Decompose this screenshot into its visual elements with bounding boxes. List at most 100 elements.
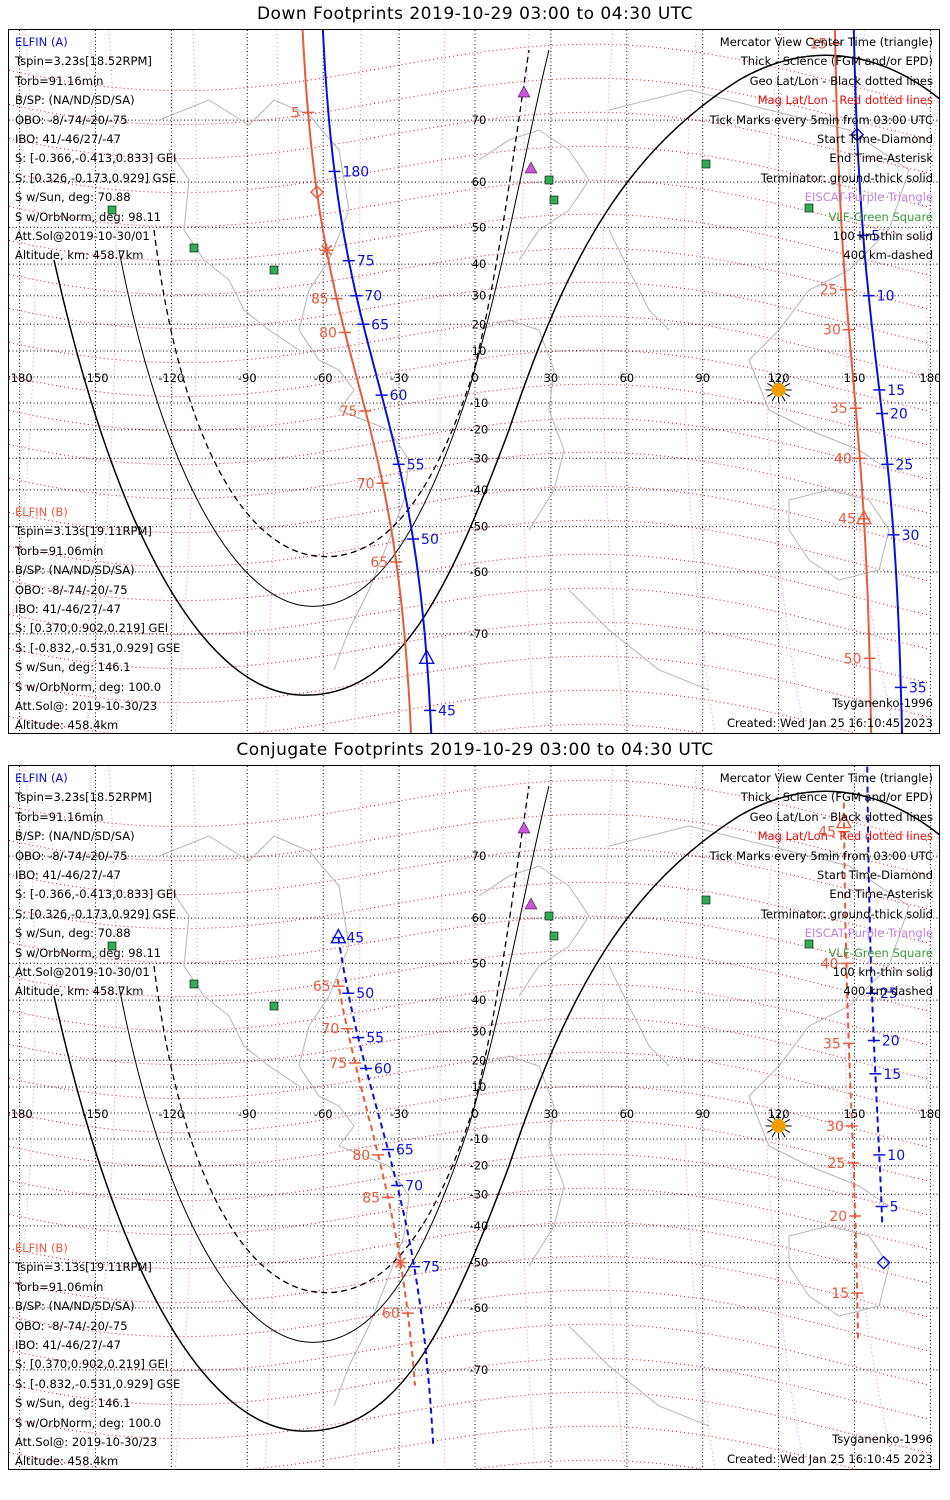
- legend-terminator: Terminator: ground-thick solid: [760, 170, 933, 185]
- elfin-a-west-label: 55: [366, 1031, 384, 1047]
- conj-lat-tick-label: 20: [472, 1053, 487, 1067]
- sun-ray: [767, 392, 773, 397]
- elfin-a-west-label: 70: [364, 289, 382, 305]
- conj-lat-tick-label: 70: [472, 849, 487, 863]
- elfin-b-west-label: 5: [291, 105, 300, 121]
- legend-tick-marks: Tick Marks every 5min from 03:00 UTC: [709, 848, 933, 863]
- down-mag-lon-line: [764, 30, 806, 733]
- sun-disc: [771, 1118, 786, 1133]
- legend-eiscat: EISCAT-Purple Triangle: [804, 926, 933, 941]
- down-lon-tick-label: 90: [695, 371, 710, 385]
- elfin-b-view-center-triangle: [855, 509, 873, 525]
- down-mag-lat-line: [9, 587, 930, 650]
- elfin-b-west-label: 70: [357, 476, 375, 492]
- conj-mag-lat-line: [9, 1289, 930, 1352]
- conj-lon-tick-label: -180: [9, 1107, 33, 1121]
- conj-elfin-b-info: ELFIN (B) Tspin=3.13s[19.11RPM] Torb=91.…: [15, 1239, 180, 1469]
- elfin-b-start-diamond: [309, 185, 324, 200]
- conj-mag-lat-line: [9, 1187, 930, 1250]
- down-mag-lat-line: [9, 43, 930, 106]
- elfin-b-gei: S: [0.370,0.902,0.219] GEI: [15, 1357, 169, 1372]
- sun-ray: [784, 1118, 791, 1123]
- down-vlf-station-5: [701, 159, 711, 169]
- legend-start-time: Start Time-Diamond: [817, 132, 933, 147]
- elfin-b-west-label: 85: [311, 292, 329, 308]
- elfin-a-east-label: 20: [882, 1034, 900, 1050]
- down-lon-tick-label: -180: [9, 371, 33, 385]
- sun-ray: [767, 382, 773, 387]
- conj-mag-lon-line: [174, 766, 198, 1469]
- elfin-b-ibo: IBO: 41/-46/27/-47: [15, 1338, 121, 1353]
- legend-start-time: Start Time-Diamond: [817, 868, 933, 883]
- elfin-b-end-asterisk: [319, 243, 334, 258]
- down-lat-tick-label: -10: [470, 396, 489, 410]
- down-mag-lon-line: [174, 30, 198, 733]
- elfin-b-view-center-triangle: [835, 813, 853, 829]
- conj-geo-grid: [9, 766, 939, 1469]
- down-lon-tick-label: 120: [768, 371, 790, 385]
- elfin-b-torb: Torb=91.06min: [15, 1279, 104, 1294]
- elfin-a-east-label: 10: [887, 1148, 905, 1164]
- elfin-b-orbnorm: S w/OrbNorm, deg: 100.0: [15, 1415, 162, 1430]
- elfin-a-west-track: [337, 937, 435, 1447]
- down-coast-segment: [748, 359, 890, 471]
- down-vlf-station-0: [107, 205, 117, 215]
- sun-ray: [771, 395, 776, 402]
- down-lat-tick-label: -20: [470, 423, 489, 437]
- elfin-a-title: ELFIN (A): [15, 771, 68, 785]
- elfin-b-east-label: 20: [829, 1209, 847, 1225]
- down-mag-lat-line: [9, 111, 930, 174]
- elfin-b-sun: S w/Sun, deg: 146.1: [15, 660, 131, 675]
- elfin-a-west-label: 45: [438, 703, 456, 719]
- elfin-b-east-label: 15: [809, 37, 827, 53]
- elfin-b-east-label: 45: [818, 825, 836, 841]
- elfin-b-bsp: B/SP: (NA/ND/SD/SA): [15, 563, 135, 578]
- down-mag-grid: [9, 43, 930, 733]
- sun-ray: [767, 1128, 773, 1133]
- elfin-b-east-label: 45: [838, 512, 856, 528]
- elfin-a-attsol: Att.Sol@2019-10-30/01: [15, 965, 150, 980]
- elfin-b-west-label: 75: [329, 1056, 347, 1072]
- elfin-a-obo: OBO: -8/-74/-20/-75: [15, 848, 128, 863]
- elfin-b-west-track: [336, 978, 416, 1386]
- conj-mag-lon-line: [520, 766, 536, 1469]
- sun-ray: [784, 382, 791, 387]
- conj-mag-lat-line: [9, 1085, 930, 1148]
- conj-mag-lat-line: [9, 779, 930, 842]
- conj-mag-lat-line: [9, 983, 930, 1046]
- sun-ray: [781, 395, 786, 402]
- down-mag-lon-line: [601, 30, 626, 733]
- elfin-a-view-center-triangle: [330, 928, 347, 944]
- elfin-a-ibo: IBO: 41/-46/27/-47: [15, 868, 121, 883]
- elfin-a-west-label: 65: [396, 1143, 414, 1159]
- elfin-a-west-label: 180: [342, 164, 369, 180]
- down-mag-lat-line: [9, 281, 930, 344]
- elfin-b-east-track: [833, 30, 873, 733]
- elfin-a-west-label: 50: [421, 532, 439, 548]
- down-model-name: Tsyganenko-1996: [832, 696, 933, 710]
- down-lon-tick-label: 60: [619, 371, 634, 385]
- elfin-a-west-label: 75: [422, 1260, 440, 1276]
- elfin-b-sun: S w/Sun, deg: 146.1: [15, 1396, 131, 1411]
- conj-terminator-400km: [153, 785, 530, 1294]
- legend-vlf: VLF-Green Square: [828, 945, 933, 960]
- conj-mag-lon-line: [683, 766, 716, 1469]
- down-mag-lon-line: [683, 30, 716, 733]
- down-mag-lat-line: [9, 655, 930, 718]
- conj-lat-tick-label: -40: [470, 1219, 489, 1233]
- conj-mag-lat-line: [9, 1221, 930, 1284]
- conj-lat-tick-label: -50: [470, 1256, 489, 1270]
- elfin-a-west-label: 65: [371, 317, 389, 333]
- down-lat-tick-label: -50: [470, 520, 489, 534]
- conj-mag-lat-line: [9, 1153, 930, 1216]
- legend-terminator: Terminator: ground-thick solid: [760, 906, 933, 921]
- elfin-b-west-track: [301, 30, 412, 733]
- conj-mag-lat-line: [9, 1119, 930, 1182]
- down-mag-lon-line: [845, 30, 896, 733]
- elfin-a-west-label: 60: [374, 1061, 392, 1077]
- elfin-a-tspin: Tspin=3.23s[18.52RPM]: [15, 54, 152, 69]
- conj-mag-meridians: [9, 766, 939, 1469]
- conjugate-panel-title: Conjugate Footprints 2019-10-29 03:00 to…: [236, 740, 714, 760]
- elfin-b-west-label: 75: [340, 404, 358, 420]
- conj-created-timestamp: Created: Wed Jan 25 16:10:45 2023: [726, 1452, 933, 1466]
